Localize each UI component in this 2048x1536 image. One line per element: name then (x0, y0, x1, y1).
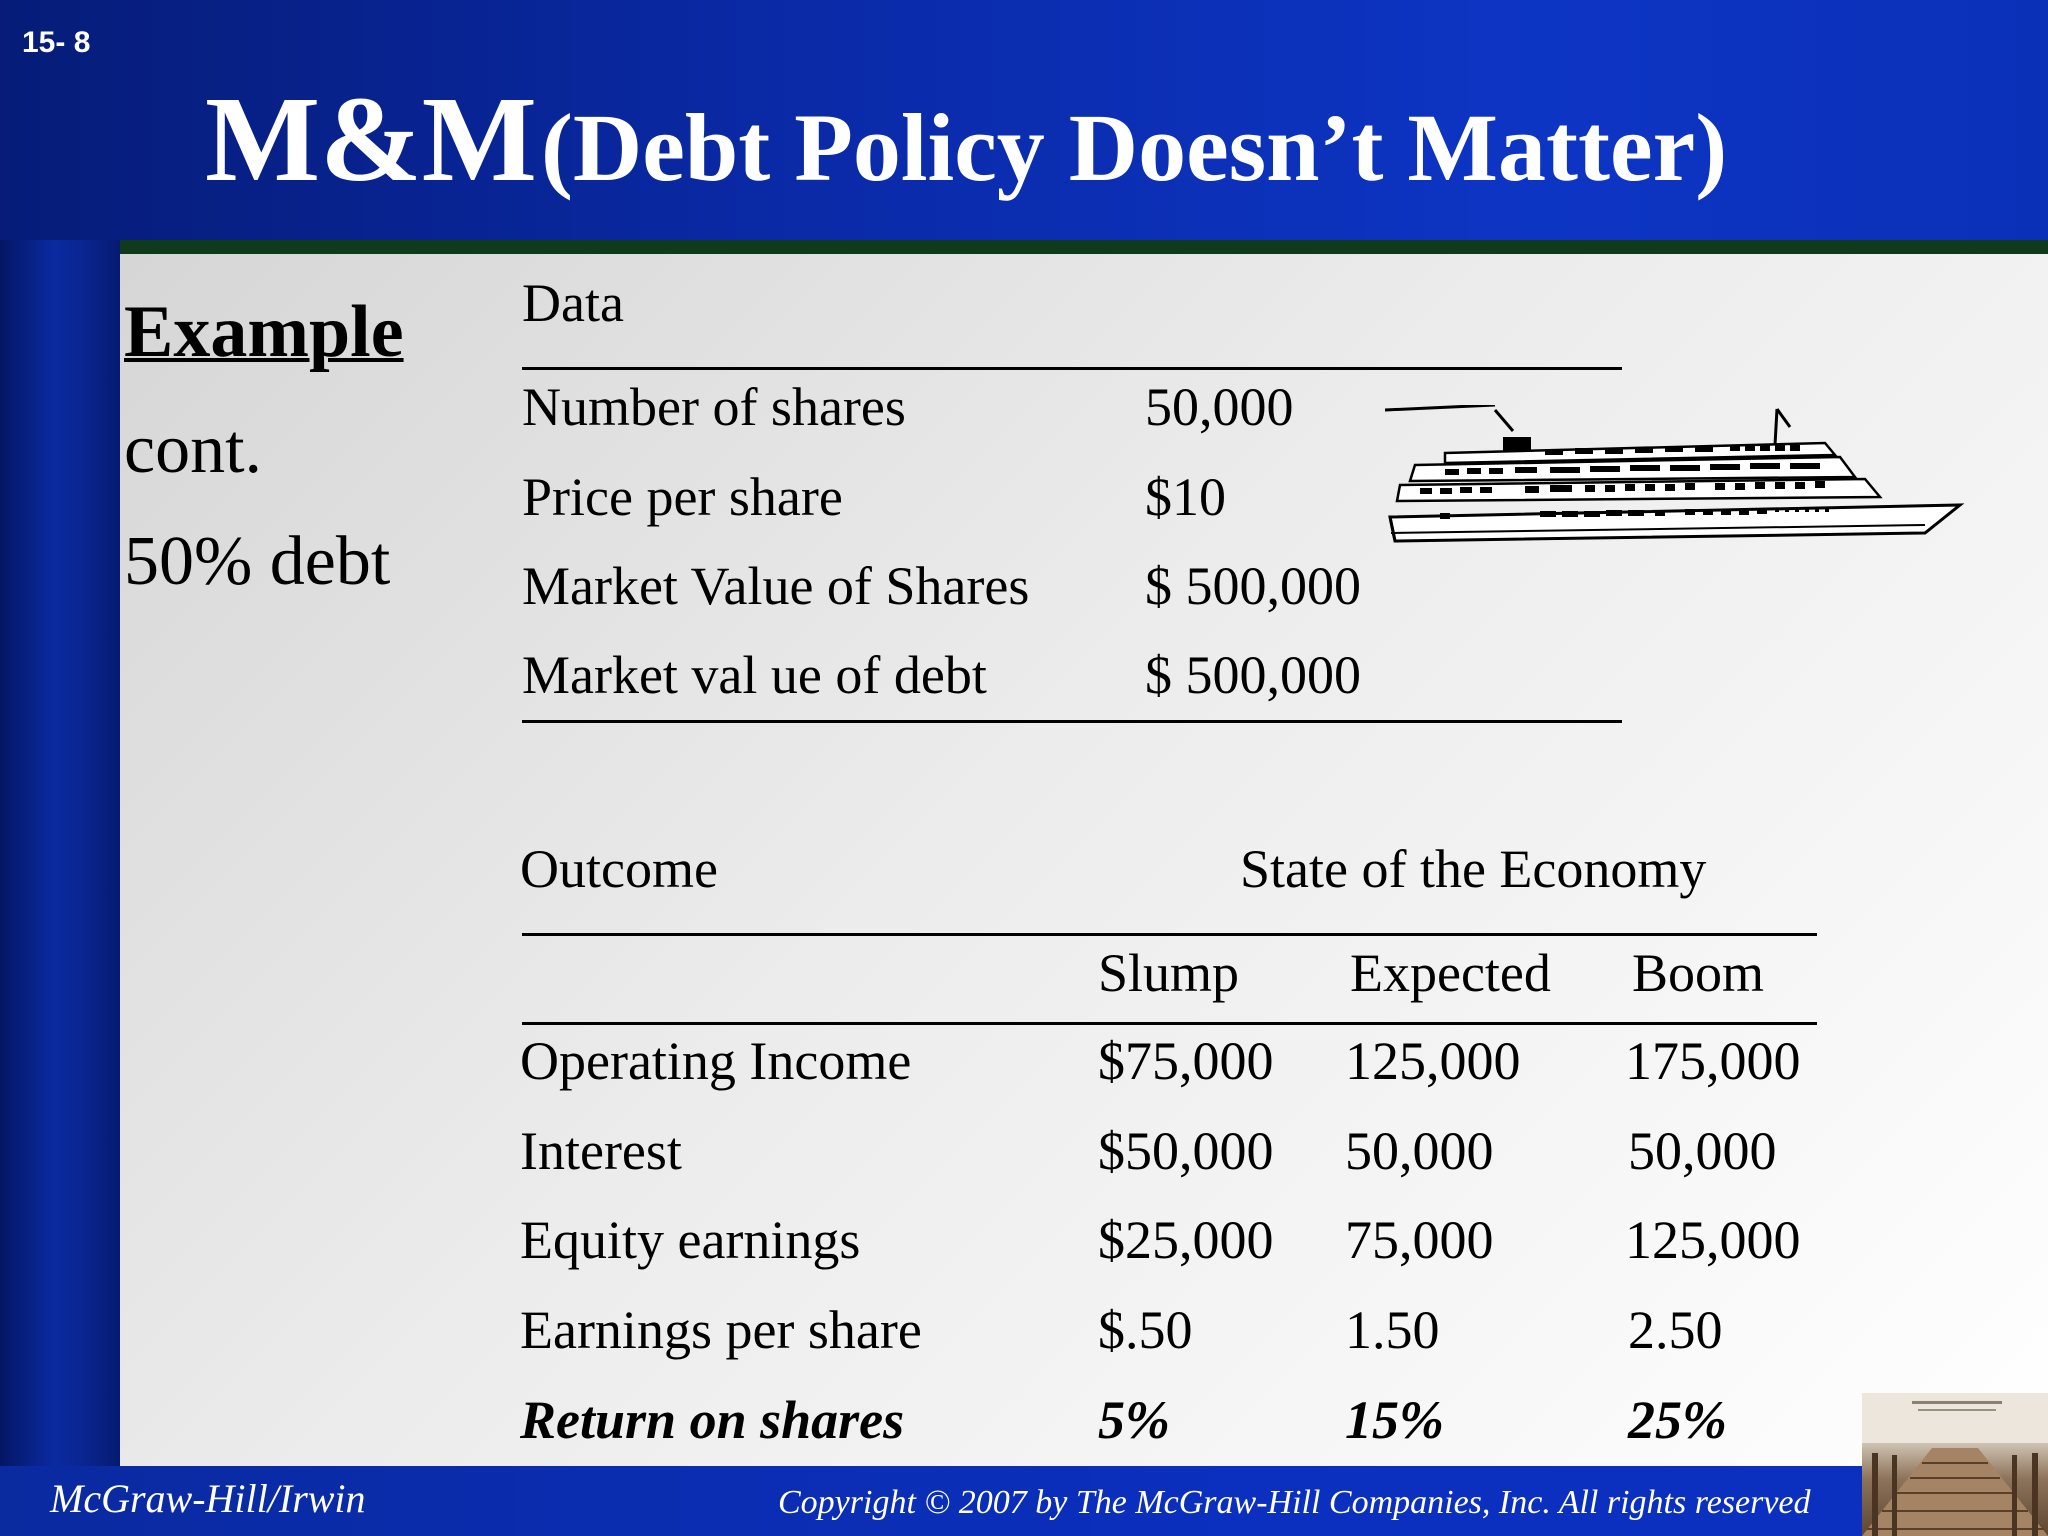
data-row-value: $ 500,000 (1145, 556, 1361, 616)
outcome-cell-return: 15% (1345, 1390, 1444, 1450)
data-bottom-rule (522, 720, 1622, 723)
title-main: M&M (205, 72, 537, 207)
boardwalk-photo (1862, 1393, 2048, 1536)
data-top-rule (522, 367, 1622, 370)
publisher-label: McGraw-Hill/Irwin (50, 1476, 366, 1521)
left-bar (0, 0, 120, 1536)
outcome-header-rule (522, 1022, 1817, 1025)
outcome-cell: 125,000 (1345, 1031, 1521, 1091)
outcome-row-label: Interest (520, 1121, 682, 1181)
outcome-cell: 125,000 (1625, 1210, 1801, 1270)
outcome-label: Outcome (520, 839, 718, 899)
outcome-row-label: Earnings per share (520, 1300, 922, 1360)
outcome-cell: $25,000 (1098, 1210, 1274, 1270)
outcome-cell: 2.50 (1628, 1300, 1723, 1360)
outcome-row-label: Equity earnings (520, 1210, 861, 1270)
outcome-cell: 1.50 (1345, 1300, 1440, 1360)
title-sub: (Debt Policy Doesn’t Matter) (540, 94, 1728, 201)
data-row-label: Market val ue of debt (522, 645, 987, 705)
outcome-cell: $.50 (1098, 1300, 1193, 1360)
example-heading: Example (124, 291, 404, 373)
outcome-cell: 175,000 (1625, 1031, 1801, 1091)
economy-label: State of the Economy (1240, 839, 1707, 899)
copyright-notice: Copyright © 2007 by The McGraw-Hill Comp… (778, 1484, 1811, 1521)
column-header-expected: Expected (1350, 943, 1551, 1003)
slide-title: M&M (Debt Policy Doesn’t Matter) (205, 70, 1727, 210)
outcome-cell-return: 5% (1098, 1390, 1170, 1450)
header-band (0, 0, 2048, 240)
column-header-slump: Slump (1098, 943, 1240, 1003)
data-row-label: Number of shares (522, 377, 906, 437)
outcome-row-label: Operating Income (520, 1031, 912, 1091)
debt-label: 50% debt (124, 523, 391, 600)
column-header-boom: Boom (1632, 943, 1765, 1003)
data-row-value: $10 (1145, 467, 1226, 527)
footer-band (0, 1466, 2048, 1536)
outcome-cell: $50,000 (1098, 1121, 1274, 1181)
outcome-cell-return: 25% (1628, 1390, 1727, 1450)
outcome-row-label-return: Return on shares (520, 1390, 905, 1450)
outcome-cell: $75,000 (1098, 1031, 1274, 1091)
cruise-ship-icon (1385, 405, 1965, 543)
outcome-cell: 75,000 (1345, 1210, 1494, 1270)
slide-number: 15- 8 (22, 26, 91, 59)
outcome-cell: 50,000 (1345, 1121, 1494, 1181)
outcome-cell: 50,000 (1628, 1121, 1777, 1181)
header-rule (120, 240, 2048, 254)
outcome-top-rule (522, 933, 1817, 936)
cont-label: cont. (124, 411, 263, 488)
data-row-value: 50,000 (1145, 377, 1294, 437)
data-header: Data (522, 273, 624, 333)
data-row-label: Market Value of Shares (522, 556, 1030, 616)
data-row-label: Price per share (522, 467, 843, 527)
data-row-value: $ 500,000 (1145, 645, 1361, 705)
